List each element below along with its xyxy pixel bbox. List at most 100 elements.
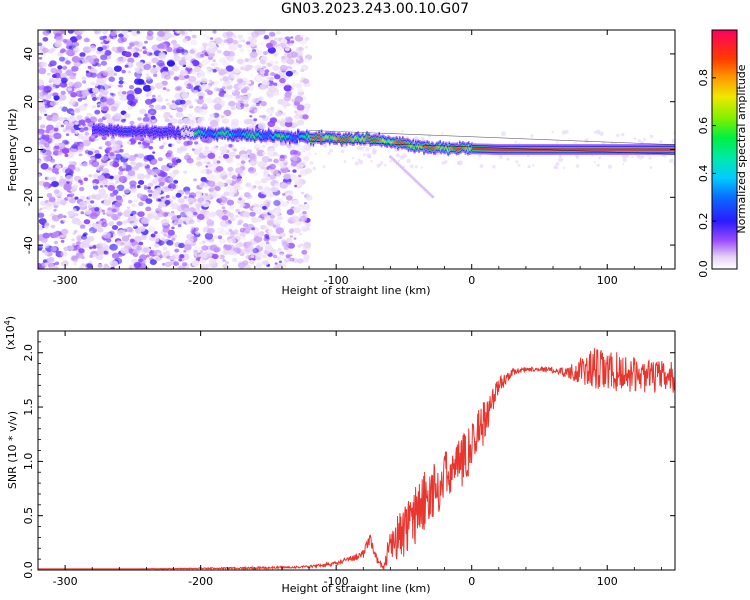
spectrogram-cell: [41, 107, 47, 113]
spectrogram-cell: [555, 166, 558, 169]
spectrogram-cell: [98, 220, 103, 224]
spectrogram-cell: [50, 224, 56, 229]
spectrogram-cell: [59, 234, 65, 238]
spectrogram-ridge-cell: [470, 147, 472, 151]
spectrogram-cell: [274, 74, 281, 80]
spectrogram-cell: [118, 76, 124, 81]
spectrogram-ridge-cell: [405, 142, 407, 145]
spectrogram-cell: [276, 46, 283, 51]
spectrogram-cell: [204, 146, 210, 151]
spectrogram-cell: [231, 89, 235, 93]
spectrogram-cell: [244, 103, 249, 108]
spectrogram-cell: [203, 194, 211, 201]
spectrogram-cell: [115, 57, 125, 64]
spectrogram-ridge-cell: [162, 132, 164, 136]
spectrogram-cell: [287, 242, 295, 249]
spectrogram-cell: [43, 155, 52, 162]
spectrogram-cell: [174, 181, 178, 184]
spectrogram-cell: [213, 235, 219, 240]
spectrogram-cell: [130, 161, 136, 166]
spectrogram-cell: [164, 74, 171, 80]
spectrogram-cell: [187, 113, 193, 119]
spectrogram-cell: [208, 258, 217, 265]
spectrogram-cell: [209, 244, 218, 251]
spectrogram-ridge-cell: [433, 147, 436, 151]
spectrogram-ridge-cell: [270, 133, 272, 137]
spectrogram-ridge-cell: [292, 137, 294, 140]
spectrogram-cell: [102, 30, 107, 35]
spectrogram-cell: [162, 246, 168, 251]
spectrogram-cell: [621, 153, 627, 159]
spectrogram-cell: [124, 51, 132, 58]
spectrogram-ridge-cell: [310, 139, 312, 142]
spectrogram-cell: [99, 185, 104, 188]
spectrogram-cell: [58, 152, 63, 156]
spectrogram-cell: [622, 163, 625, 166]
spectrogram-cell: [274, 53, 278, 57]
spectrogram-ridge-cell: [123, 130, 125, 134]
spectrogram-cell: [39, 266, 45, 269]
spectrogram-cell: [189, 49, 195, 54]
spectrogram-cell: [61, 228, 69, 235]
spectrogram-cell: [157, 210, 165, 218]
spectrogram-cell: [633, 137, 637, 141]
spectrogram-ridge-cell: [254, 136, 256, 139]
spectrogram-cell: [138, 226, 146, 232]
spectrogram-cell: [58, 116, 65, 122]
spectrogram-cell: [218, 235, 222, 239]
spectrogram-ridge-cell: [466, 146, 468, 149]
spectrogram-cell: [131, 203, 137, 208]
spectrogram-cell: [59, 49, 65, 54]
spectrogram-cell: [38, 42, 43, 47]
spectrogram-cell: [457, 162, 460, 166]
spectrogram-cell: [260, 187, 269, 195]
spectrogram-cell: [222, 244, 231, 251]
spectrogram-cell: [88, 160, 93, 164]
spectrogram-cell: [54, 145, 60, 150]
spectrogram-cell: [165, 98, 169, 102]
spectrogram-cell: [152, 119, 156, 123]
spectrogram-cell: [42, 250, 46, 253]
spectrogram-cell: [302, 78, 310, 84]
spectrogram-cell: [591, 154, 594, 157]
spectrogram-ridge-cell: [370, 139, 372, 142]
spectrogram-cell: [177, 265, 186, 269]
spectrogram-cell: [60, 72, 68, 79]
spectrogram-cell: [288, 190, 293, 194]
spectrogram-cell: [194, 99, 198, 102]
spectrogram-cell: [264, 245, 274, 253]
spectrogram-cell: [245, 193, 251, 198]
spectrogram-cell: [302, 243, 311, 251]
spectrogram-cell: [219, 68, 228, 75]
spectrogram-cell: [409, 164, 414, 169]
spectrogram-cell: [102, 97, 108, 101]
spectrogram-cell: [52, 74, 57, 78]
spectrogram-cell: [153, 73, 158, 78]
spectrogram-ridge-cell: [303, 135, 306, 139]
spectrogram-cell: [92, 185, 99, 190]
spectrogram-cell: [176, 107, 184, 113]
spectrogram-cell: [149, 91, 153, 94]
spectrogram-cell: [296, 104, 305, 111]
spectrogram-cell: [69, 193, 75, 198]
spectrogram-ridge-cell: [174, 132, 176, 136]
spectrogram-cell: [305, 152, 312, 157]
spectrogram-cell: [297, 110, 303, 115]
spectrogram-cell: [63, 197, 69, 201]
spectrogram-cell: [288, 229, 294, 234]
spectrogram-cell: [295, 83, 303, 89]
spectrogram-cell: [244, 58, 249, 63]
spectrogram-cell: [152, 151, 156, 154]
spectrogram-cell: [225, 65, 234, 72]
spectrogram-cell: [92, 97, 97, 101]
spectrogram-cell: [130, 213, 134, 217]
spectrogram-cell: [273, 37, 278, 41]
spectrogram-cell: [40, 124, 46, 129]
spectrogram-cell: [166, 60, 175, 67]
spectrogram-cell: [179, 254, 185, 259]
spectrogram-cell: [197, 74, 201, 79]
spectrogram-cell: [209, 52, 216, 58]
spectrogram-cell: [251, 31, 260, 38]
spectrogram-cell: [73, 81, 82, 89]
spectrogram-cell: [154, 66, 161, 72]
